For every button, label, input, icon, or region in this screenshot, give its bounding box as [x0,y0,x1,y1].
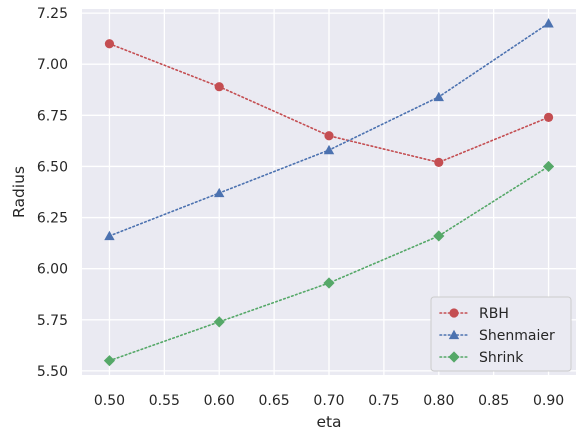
x-tick-label: 0.65 [259,393,290,409]
legend-marker-shrink [448,351,460,363]
shenmaier-point [433,91,444,102]
x-tick-label: 0.55 [149,393,180,409]
shrink-point [542,160,555,173]
shrink-point [103,355,116,367]
y-tick-label: 7.00 [37,57,68,73]
shrink-point [323,277,335,289]
shrink-point [433,230,445,242]
shenmaier-point [543,18,554,28]
y-tick-label: 6.00 [37,262,68,278]
rbh-point [543,112,554,122]
y-tick-label: 6.75 [37,108,68,124]
rbh-point [324,131,334,141]
shenmaier-point [104,230,115,241]
rbh-line [108,42,550,164]
legend-label-shenmaier: Shenmaier [479,328,555,344]
shenmaier-point [214,187,225,198]
y-tick-label: 6.25 [37,211,68,227]
y-tick-labels: 5.50 5.75 6.00 6.25 6.50 6.75 7.00 7.25 [37,6,68,380]
y-tick-label: 5.75 [37,313,68,329]
x-tick-label: 0.60 [204,393,235,409]
series-shenmaier [104,18,554,241]
x-tick-label: 0.75 [368,393,399,409]
x-tick-labels: 0.50 0.55 0.60 0.65 0.70 0.75 0.80 0.85 0.90 [94,393,564,409]
legend: RBH Shenmaier Shrink [430,296,572,372]
series-group [103,18,555,367]
y-axis-label: Radius [10,166,28,218]
y-tick-label: 6.50 [37,159,68,175]
legend-label-shrink: Shrink [479,350,524,366]
rbh-point [434,157,444,167]
x-tick-label: 0.70 [313,393,344,409]
shrink-point [213,316,225,328]
x-tick-label: 0.90 [533,393,564,409]
series-rbh [104,39,554,167]
rbh-point [104,39,115,49]
legend-marker-shenmaier [448,329,460,340]
y-tick-label: 7.25 [37,6,68,22]
rbh-point [214,82,224,92]
x-tick-label: 0.50 [94,393,125,409]
x-tick-label: 0.80 [423,393,454,409]
legend-label-rbh: RBH [479,306,509,322]
x-tick-label: 0.85 [478,393,509,409]
legend-marker-rbh [449,308,459,318]
series-shrink [103,160,555,367]
shenmaier-point [323,144,335,155]
y-tick-label: 5.50 [37,364,68,380]
x-axis-label: eta [316,413,341,431]
legend-box [430,296,572,372]
